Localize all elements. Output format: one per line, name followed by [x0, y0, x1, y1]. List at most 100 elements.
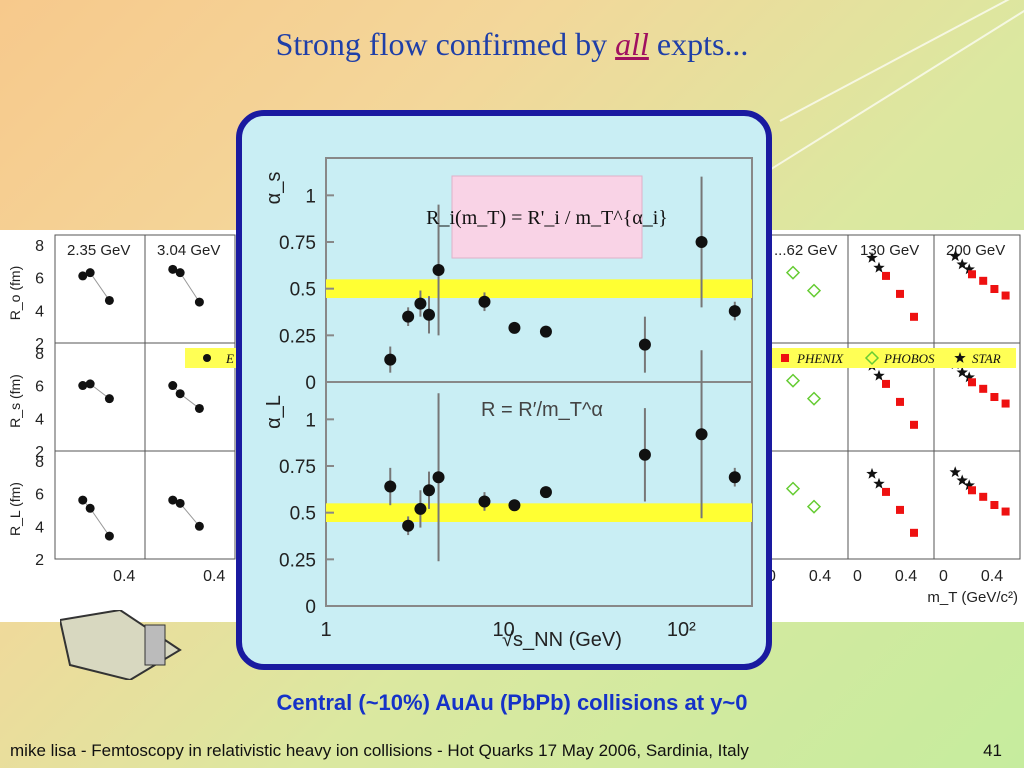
- data-point: [539, 325, 552, 338]
- legend-label: STAR: [972, 351, 1001, 366]
- reference-band: [326, 503, 752, 522]
- y-tick-label: 0.75: [279, 233, 316, 254]
- data-point: [168, 495, 178, 505]
- hbt-radii-figure: R_o (fm) 2 4 6 8 R_s (fm) 2 4 6 8 R_L (fm) 2 4 6 8 2.35…: [7, 234, 1021, 606]
- row-axis-label: R_s (fm): [7, 374, 23, 428]
- y-tick-label: 0.5: [290, 504, 316, 525]
- phenix-marker: [979, 492, 988, 501]
- subpanel-frame: [54, 342, 146, 452]
- star-marker: [949, 250, 961, 262]
- y-tick-label: 0: [305, 373, 316, 394]
- phenix-marker: [979, 384, 988, 393]
- star-marker: [873, 477, 885, 489]
- phenix-marker: [1001, 507, 1010, 516]
- x-axis-label: √s_NN (GeV): [502, 629, 622, 651]
- legend-label: PHOBOS: [883, 351, 935, 366]
- phenix-marker: [882, 379, 890, 388]
- data-point: [414, 502, 427, 515]
- data-point: [85, 268, 95, 278]
- star-marker: [956, 474, 968, 486]
- star-marker: [963, 371, 975, 383]
- phenix-marker: [882, 271, 890, 280]
- legend-marker: [203, 354, 211, 362]
- phenix-marker: [968, 378, 976, 387]
- data-point: [194, 403, 204, 413]
- y-tick-label: 4: [35, 303, 44, 320]
- slide-caption: Central (~10%) AuAu (PbPb) collisions at…: [276, 690, 748, 715]
- y-tick-label: 2: [35, 444, 44, 461]
- phenix-marker: [990, 285, 999, 293]
- x-tick-label: 0: [939, 568, 948, 585]
- data-point: [423, 308, 435, 321]
- data-point: [695, 428, 708, 441]
- x-tick-label: 0: [853, 568, 862, 585]
- y-axis-label: α_s: [263, 172, 285, 205]
- data-point: [104, 295, 114, 305]
- slide-title: Strong flow confirmed by all expts...: [275, 26, 749, 62]
- star-marker: [866, 251, 878, 263]
- y-axis-label: α_L: [263, 395, 285, 429]
- y-tick-label: 6: [35, 487, 44, 504]
- data-point: [85, 379, 95, 389]
- data-point: [478, 295, 491, 308]
- star-marker: [963, 263, 975, 275]
- phenix-marker: [968, 486, 976, 495]
- y-tick-label: 0.5: [290, 280, 316, 301]
- legend-band: [185, 348, 245, 368]
- x-tick-label: 0.4: [203, 568, 225, 585]
- star-marker: [956, 366, 968, 378]
- y-tick-label: 8: [35, 346, 44, 363]
- data-point: [508, 321, 521, 334]
- phenix-marker: [896, 289, 904, 298]
- star-marker: [866, 467, 878, 479]
- x-tick-label: 1: [320, 619, 331, 641]
- series-line: [172, 385, 200, 409]
- alpha-scaling-figure: 0 0.25 0.5 0.75 1 α_s 0 0.25 0.5 0.75 1 α_L 1 10 10² √s…: [263, 157, 753, 651]
- data-point: [168, 381, 178, 391]
- phobos-marker: [785, 265, 801, 280]
- y-tick-label: 0: [305, 597, 316, 618]
- legend-marker: [954, 352, 966, 363]
- phobos-marker: [785, 373, 801, 388]
- data-point: [104, 394, 114, 404]
- subpanel-frame: [761, 450, 849, 560]
- y-tick-label: 8: [35, 454, 44, 471]
- column-title: ...62 GeV: [774, 242, 837, 259]
- column-title: 3.04 GeV: [157, 242, 220, 259]
- x-tick-label: 0.4: [895, 568, 917, 585]
- phobos-marker: [806, 283, 822, 298]
- data-point: [175, 498, 185, 508]
- data-point: [728, 305, 741, 318]
- star-marker: [873, 261, 885, 273]
- data-point: [85, 503, 95, 513]
- y-tick-label: 0.75: [279, 457, 316, 478]
- reference-band: [326, 279, 752, 298]
- formula-text: R_i(m_T) = R'_i / m_T^{α_i}: [426, 207, 668, 229]
- data-point: [78, 271, 88, 281]
- phenix-marker: [910, 312, 918, 321]
- phobos-marker: [806, 499, 822, 514]
- phobos-marker: [785, 481, 801, 496]
- data-point: [78, 381, 88, 391]
- x-tick-label: 10²: [667, 619, 696, 641]
- decorative-sign-illustration: [60, 610, 182, 680]
- star-marker: [956, 258, 968, 270]
- phobos-marker: [806, 391, 822, 406]
- data-point: [402, 310, 415, 323]
- plot-frame: [325, 381, 753, 607]
- y-tick-label: 0.25: [279, 550, 316, 571]
- subpanel-frame: [847, 450, 935, 560]
- data-point: [194, 521, 204, 531]
- phenix-marker: [990, 501, 999, 509]
- row-axis-label: R_L (fm): [7, 482, 23, 536]
- data-point: [728, 471, 741, 484]
- row-axis-label: R_o (fm): [7, 266, 23, 320]
- subpanel-frame: [144, 450, 236, 560]
- phenix-marker: [910, 420, 918, 429]
- formula-annotation: R = R′/m_T^α: [481, 399, 603, 421]
- x-tick-label: 10: [493, 619, 515, 641]
- data-point: [539, 486, 552, 499]
- y-tick-label: 2: [35, 552, 44, 569]
- y-tick-label: 4: [35, 519, 44, 536]
- data-point: [414, 297, 427, 310]
